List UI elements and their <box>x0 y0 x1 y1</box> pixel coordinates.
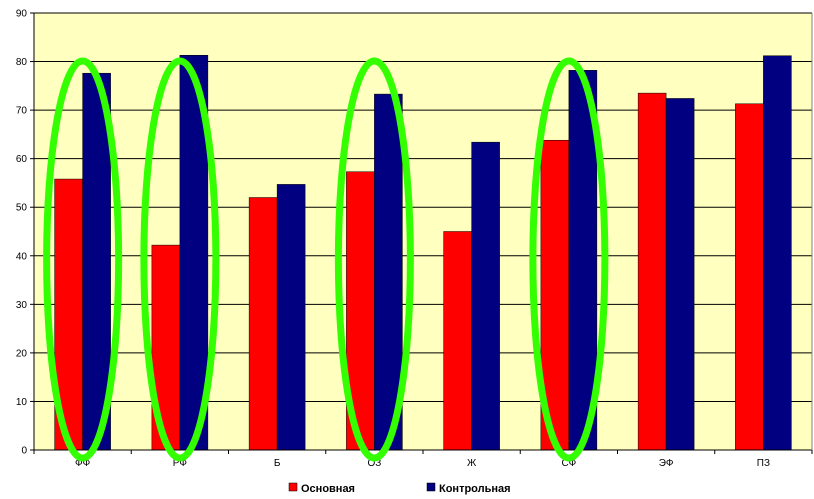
x-tick-label: Б <box>274 458 281 469</box>
y-tick-label: 90 <box>16 9 28 20</box>
x-tick-label: РФ <box>173 458 188 469</box>
x-axis-ticks: ФФ РФ Б ОЗ Ж СФ ЭФ ПЗ <box>33 450 813 469</box>
legend: Основная Контрольная <box>288 482 511 495</box>
y-tick-label: 0 <box>21 446 27 457</box>
y-tick-label: 80 <box>16 57 28 68</box>
y-axis-ticks: 0 10 20 30 40 50 60 70 80 90 <box>16 9 34 457</box>
y-tick-label: 10 <box>16 397 28 408</box>
x-tick-label: ПЗ <box>757 458 770 469</box>
highlight-ellipse <box>140 57 220 462</box>
bar-kontrolnaya <box>568 70 598 451</box>
legend-label: Контрольная <box>439 483 511 495</box>
y-tick-label: 40 <box>16 251 28 262</box>
highlight-ellipses <box>43 57 609 462</box>
highlight-ellipse <box>529 57 609 462</box>
x-tick-label: ОЗ <box>367 458 381 469</box>
highlight-ellipse <box>334 57 414 462</box>
x-tick-label: ФФ <box>75 458 91 469</box>
legend-swatch <box>426 482 436 492</box>
x-tick-label: ЭФ <box>659 458 674 469</box>
bar-kontrolnaya <box>665 98 695 451</box>
legend-swatch <box>288 482 298 492</box>
bar-osnovnaya <box>443 231 472 451</box>
bar-kontrolnaya <box>471 141 500 451</box>
bar-kontrolnaya <box>763 55 792 451</box>
bar-osnovnaya <box>637 92 667 451</box>
bar-osnovnaya <box>735 103 764 451</box>
x-tick-label: Ж <box>467 458 477 469</box>
y-tick-label: 60 <box>16 154 28 165</box>
y-tick-label: 70 <box>16 106 28 117</box>
y-tick-label: 30 <box>16 300 28 311</box>
x-tick-label: СФ <box>561 458 576 469</box>
bar-osnovnaya <box>248 197 278 451</box>
highlight-ellipse <box>43 57 123 462</box>
y-tick-label: 50 <box>16 203 28 214</box>
bar-kontrolnaya <box>374 93 403 451</box>
y-tick-label: 20 <box>16 348 28 359</box>
bar-kontrolnaya <box>82 72 111 451</box>
bar-kontrolnaya <box>276 184 306 451</box>
legend-label: Основная <box>301 483 355 495</box>
